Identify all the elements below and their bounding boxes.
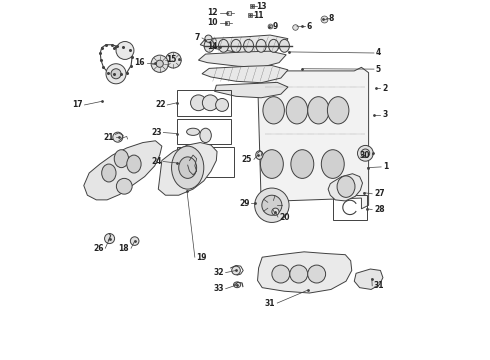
Text: 21: 21 [104,133,114,142]
Ellipse shape [321,150,344,178]
Ellipse shape [272,265,290,283]
Ellipse shape [308,97,329,124]
Ellipse shape [263,97,284,124]
Ellipse shape [187,158,196,172]
Ellipse shape [272,208,279,215]
Ellipse shape [361,149,369,158]
Ellipse shape [151,55,169,72]
Polygon shape [198,51,286,67]
Ellipse shape [269,39,279,52]
Ellipse shape [231,39,241,52]
Ellipse shape [358,145,373,161]
Text: 7: 7 [195,33,200,42]
Text: 1: 1 [383,162,388,171]
Ellipse shape [255,188,289,222]
Polygon shape [158,143,217,195]
Ellipse shape [256,39,266,52]
Ellipse shape [234,282,241,288]
Ellipse shape [244,39,254,52]
Ellipse shape [291,150,314,178]
Text: 14: 14 [207,42,218,51]
Text: 33: 33 [213,284,224,293]
Ellipse shape [232,266,240,275]
Ellipse shape [262,195,282,215]
Text: 24: 24 [151,157,162,166]
Text: 13: 13 [256,2,266,11]
Ellipse shape [279,39,290,52]
Ellipse shape [204,39,214,52]
Ellipse shape [216,99,228,111]
Text: 6: 6 [307,22,312,31]
Ellipse shape [337,176,355,197]
Text: 10: 10 [208,18,218,27]
Ellipse shape [114,150,128,168]
Ellipse shape [256,151,263,159]
Ellipse shape [327,97,349,124]
Ellipse shape [156,60,163,67]
Text: 26: 26 [93,244,103,253]
Polygon shape [84,141,162,200]
Ellipse shape [130,237,139,246]
Text: 9: 9 [273,22,278,31]
Ellipse shape [102,164,116,182]
Ellipse shape [200,128,211,143]
Text: 31: 31 [265,298,275,307]
Text: 22: 22 [155,100,166,109]
Polygon shape [200,35,288,53]
Text: 29: 29 [239,199,250,208]
Ellipse shape [172,146,204,189]
Text: 28: 28 [374,205,385,214]
Ellipse shape [286,97,308,124]
Text: 15: 15 [167,55,177,64]
Ellipse shape [116,41,134,59]
Ellipse shape [260,150,283,178]
Text: 12: 12 [208,8,218,17]
Text: 30: 30 [360,150,370,159]
Ellipse shape [106,64,126,84]
Text: 17: 17 [72,100,83,109]
Text: 20: 20 [280,212,290,221]
Ellipse shape [290,265,308,283]
Ellipse shape [117,178,132,194]
Polygon shape [328,174,363,201]
Ellipse shape [179,157,196,178]
Bar [177,119,231,144]
Text: 16: 16 [135,58,145,67]
Text: 31: 31 [374,282,385,291]
Text: 27: 27 [374,189,385,198]
Text: 8: 8 [328,14,334,23]
Bar [333,194,367,220]
Text: 32: 32 [213,268,224,277]
Bar [177,90,231,116]
Ellipse shape [111,69,121,79]
Polygon shape [215,82,288,98]
Ellipse shape [191,95,206,111]
Text: 25: 25 [242,155,252,164]
Bar [177,147,234,177]
Polygon shape [258,252,352,293]
Ellipse shape [127,155,141,173]
Ellipse shape [219,39,228,52]
Ellipse shape [308,265,326,283]
Polygon shape [354,269,383,289]
Polygon shape [202,66,288,83]
Text: 11: 11 [253,11,264,20]
Text: 18: 18 [119,244,129,253]
Polygon shape [258,67,368,209]
Text: 2: 2 [382,84,388,93]
Ellipse shape [187,128,199,135]
Ellipse shape [202,95,218,111]
Text: 4: 4 [376,49,381,58]
Ellipse shape [104,234,115,244]
Text: 23: 23 [151,128,162,137]
Ellipse shape [205,35,212,42]
Ellipse shape [113,132,123,142]
Text: 5: 5 [376,64,381,73]
Ellipse shape [166,52,181,68]
Text: 3: 3 [382,110,388,119]
Text: 19: 19 [196,253,207,262]
